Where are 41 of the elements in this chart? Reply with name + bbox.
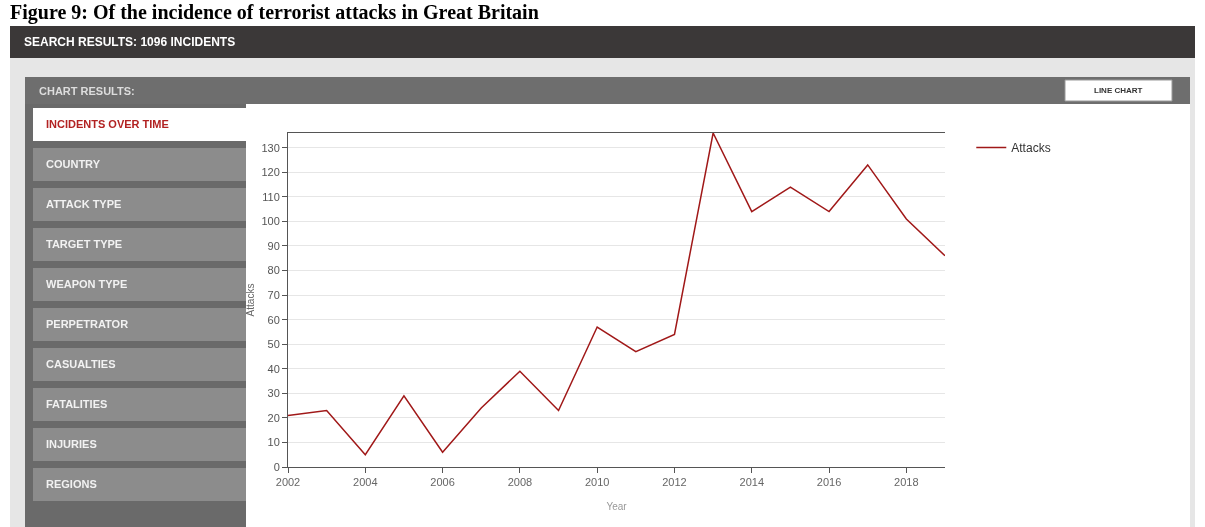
text: SEARCH RESULTS: 1096 INCIDENTS — [24, 35, 236, 49]
text: LINE CHART — [1094, 86, 1143, 95]
y-tick-label: 40 — [267, 362, 280, 375]
y-tick-label: 60 — [267, 313, 280, 326]
x-tick-label: 2012 — [662, 476, 687, 489]
text: WEAPON TYPE — [46, 278, 128, 290]
y-tick-label: 0 — [273, 460, 280, 473]
text: PERPETRATOR — [46, 318, 129, 330]
text: INCIDENTS OVER TIME — [46, 118, 169, 130]
x-tick-label: 2008 — [507, 476, 533, 489]
text: COUNTRY — [46, 158, 101, 170]
chart-title: Figure 9: Of the incidence of terrorist attacks in Great Britain — [10, 1, 539, 24]
text: CHART RESULTS: — [39, 85, 135, 97]
text: CASUALTIES — [46, 358, 116, 370]
y-tick-label: 100 — [261, 215, 280, 228]
x-tick-label: 2010 — [584, 476, 610, 489]
y-tick-label: 90 — [267, 239, 280, 252]
text: TARGET TYPE — [46, 238, 123, 250]
x-axis-title: Year — [606, 500, 628, 512]
y-tick-label: 130 — [261, 141, 280, 154]
x-tick-label: 2014 — [739, 476, 764, 489]
legend-label: Attacks — [1011, 141, 1051, 156]
x-tick-label: 2016 — [816, 476, 842, 489]
y-tick-label: 10 — [267, 436, 280, 449]
y-axis-title: Attacks — [245, 283, 257, 317]
y-tick-label: 30 — [267, 387, 280, 400]
line-series — [288, 133, 945, 456]
y-tick-label: 50 — [267, 338, 280, 351]
text: REGIONS — [46, 478, 97, 490]
x-tick-label: 2018 — [894, 476, 919, 489]
y-tick-label: 110 — [262, 190, 280, 203]
y-tick-label: 80 — [267, 264, 280, 277]
y-tick-label: 120 — [261, 166, 280, 179]
text: FATALITIES — [46, 398, 108, 410]
x-tick-label: 2004 — [353, 476, 378, 489]
text: ATTACK TYPE — [46, 198, 122, 210]
x-tick-label: 2006 — [430, 476, 455, 489]
y-tick-label: 20 — [267, 411, 280, 424]
text: INJURIES — [46, 438, 97, 450]
y-tick-label: 70 — [267, 288, 280, 301]
x-tick-label: 2002 — [275, 476, 301, 489]
